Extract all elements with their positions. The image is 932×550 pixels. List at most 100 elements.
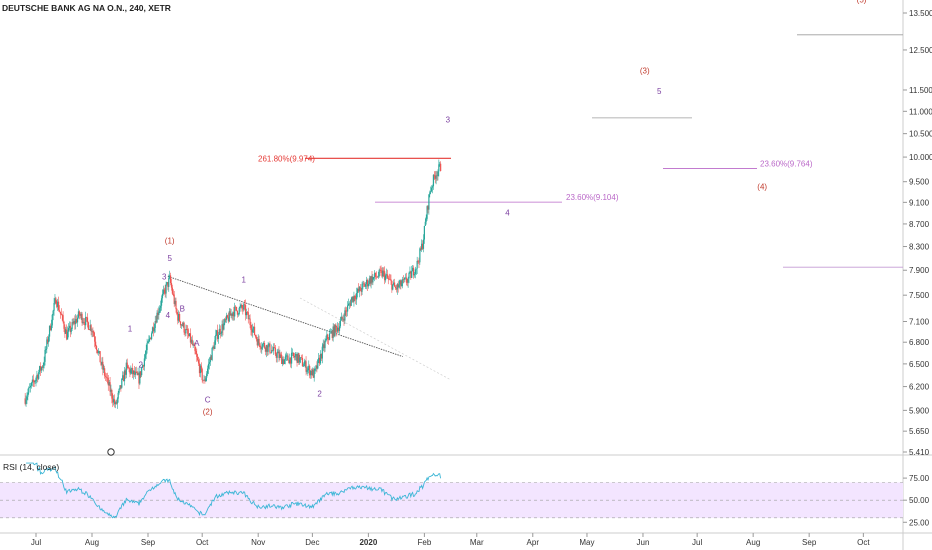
candle-body <box>175 300 177 310</box>
chart-logo-icon <box>107 448 115 456</box>
candle-body <box>403 279 405 280</box>
candle-body <box>119 385 121 389</box>
candle-body <box>177 313 179 321</box>
candle-body <box>420 248 422 250</box>
candle-body <box>220 333 222 335</box>
candle-body <box>299 358 301 363</box>
time-tick-label: Sep <box>802 538 817 547</box>
candle-body <box>262 344 264 348</box>
candle-body <box>386 274 388 278</box>
candle-body <box>160 305 162 308</box>
price-tick-label: 10.000 <box>909 153 932 162</box>
candle-body <box>356 288 359 294</box>
candle-body <box>250 324 252 331</box>
candle-body <box>87 322 89 330</box>
candle-body <box>302 366 304 367</box>
candle-body <box>196 354 198 357</box>
candle-body <box>327 334 329 340</box>
price-axis[interactable]: 13.500 12.500 11.500 11.000 10.500 10.000 9.50… <box>903 9 932 457</box>
candle-body <box>157 312 159 316</box>
candle-body <box>107 377 109 386</box>
candle-body <box>92 331 94 333</box>
candle-body <box>104 368 106 376</box>
candle-body <box>298 353 300 363</box>
candle-body <box>260 347 262 349</box>
candle-body <box>85 316 87 326</box>
candle-body <box>257 338 259 346</box>
candle-body <box>166 282 168 285</box>
time-axis[interactable]: Jul Aug Sep Oct Nov Dec 2020 Feb Mar Apr May Jun Jul… <box>31 533 870 547</box>
candle-body <box>56 303 58 307</box>
candle-body <box>58 310 61 312</box>
candle-body <box>72 322 74 324</box>
candle-body <box>159 307 161 312</box>
candle-body <box>176 309 178 314</box>
candle-body <box>191 339 193 345</box>
candle-body <box>366 279 369 287</box>
candle-body <box>155 321 157 323</box>
candle-body <box>39 366 42 371</box>
candle-body <box>412 267 414 272</box>
wave-label: (4) <box>757 182 767 191</box>
candle-body <box>384 275 387 281</box>
wave-label: 5 <box>657 87 662 96</box>
candle-body <box>286 355 288 357</box>
candle-body <box>129 368 131 374</box>
candle-body <box>110 390 112 392</box>
candle-body <box>136 371 138 375</box>
candle-body <box>320 353 323 359</box>
candle-body <box>399 280 401 285</box>
wave-label: 4 <box>166 311 171 320</box>
candle-body <box>278 351 280 359</box>
time-tick-label: Mar <box>470 538 484 547</box>
candle-body <box>113 399 116 405</box>
candle-body <box>309 370 312 376</box>
candle-body <box>149 337 151 339</box>
candle-body <box>214 340 216 349</box>
candle-body <box>241 305 243 309</box>
fib-label: 23.60%(9.104) <box>566 193 619 202</box>
candle-body <box>82 321 84 323</box>
candle-body <box>69 325 71 333</box>
wave-label: 2 <box>139 361 144 370</box>
candle-body <box>60 313 62 315</box>
candle-body <box>190 339 192 343</box>
candle-body <box>272 347 275 351</box>
candle-body <box>29 385 32 388</box>
candle-body <box>104 375 107 377</box>
candle-body <box>232 312 234 316</box>
price-tick-label: 12.500 <box>909 46 932 55</box>
candle-body <box>83 321 85 323</box>
candle-body <box>305 361 307 372</box>
candle-body <box>35 378 37 381</box>
candle-body <box>51 314 53 326</box>
candle-body <box>195 350 197 355</box>
candle-body <box>321 346 323 359</box>
candle-body <box>40 367 43 371</box>
candle-body <box>148 338 150 342</box>
price-tick-label: 13.500 <box>909 9 932 18</box>
candle-body <box>70 328 72 333</box>
price-tick-label: 9.500 <box>909 178 930 187</box>
candle-body <box>134 371 136 375</box>
candle-body <box>364 284 366 287</box>
candle-body <box>328 339 330 340</box>
candle-body <box>290 357 292 364</box>
time-tick-label: May <box>579 538 594 547</box>
candle-body <box>419 248 421 263</box>
candle-body <box>206 373 208 378</box>
candle-body <box>273 347 276 348</box>
candle-body <box>179 321 182 326</box>
candle-body <box>303 364 305 367</box>
candle-body <box>27 392 29 397</box>
candle-body <box>249 318 251 325</box>
candle-body <box>289 357 291 364</box>
candle-body <box>300 357 303 358</box>
candle-body <box>285 355 287 357</box>
candle-body <box>294 355 296 358</box>
price-tick-label: 6.800 <box>909 338 930 347</box>
candle-body <box>252 328 254 333</box>
candle-body <box>245 312 248 316</box>
